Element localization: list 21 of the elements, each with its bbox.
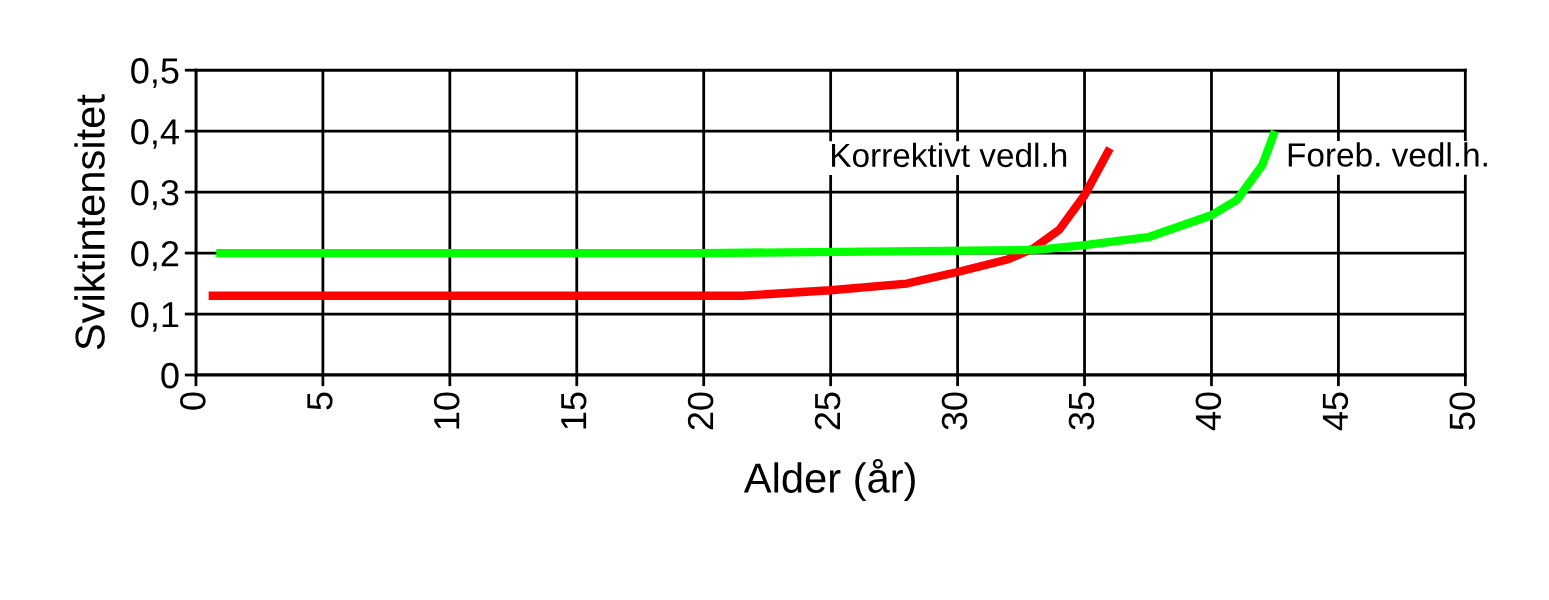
y-tick-label: 0 [161, 362, 179, 389]
series-label: Foreb. vedl.h. [1288, 142, 1487, 167]
x-tick-label: 20 [687, 392, 714, 430]
y-tick-label: 0,4 [131, 119, 179, 149]
y-tick-label: 0,1 [131, 301, 179, 332]
x-tick-label: 25 [814, 392, 841, 430]
x-tick-label: 10 [433, 392, 460, 429]
y-tick-label: 0,3 [131, 179, 179, 210]
x-tick-label: 0 [180, 392, 206, 410]
x-tick-label: 45 [1322, 392, 1349, 431]
y-axis-title: Sviktintensitet [74, 94, 105, 350]
x-tick-label: 50 [1449, 392, 1476, 430]
series-label: Korrektivt vedl.h [832, 142, 1067, 168]
x-tick-label: 35 [1068, 392, 1095, 430]
x-axis-title: Alder (år) [743, 458, 915, 502]
x-tick-label: 15 [561, 392, 587, 429]
x-tick-label: 30 [941, 392, 968, 430]
x-tick-label: 5 [307, 392, 333, 410]
x-tick-label: 40 [1195, 392, 1222, 431]
y-tick-label: 0,2 [131, 240, 179, 271]
y-tick-label: 0,5 [131, 58, 179, 88]
